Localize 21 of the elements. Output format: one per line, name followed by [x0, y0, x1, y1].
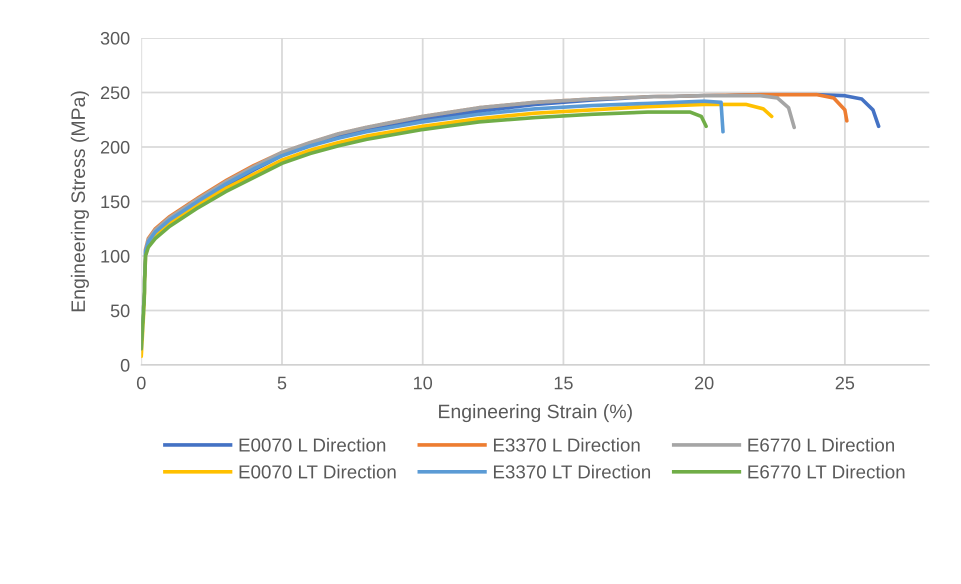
- x-axis-title: Engineering Strain (%): [439, 404, 632, 422]
- legend-label: E0070 L Direction: [240, 438, 386, 452]
- x-tick-label: 10: [414, 376, 432, 390]
- legend-label: E6770 L Direction: [748, 438, 894, 452]
- x-tick-label: 25: [836, 376, 854, 390]
- y-tick-label: 300: [100, 32, 130, 45]
- y-tick-label: 0: [120, 358, 130, 372]
- y-tick-label: 150: [101, 195, 130, 208]
- y-tick-label: 50: [110, 304, 130, 318]
- legend-label: E3370 LT Direction: [494, 464, 650, 479]
- x-tick-label: 20: [695, 376, 714, 390]
- y-tick-label: 200: [100, 140, 130, 154]
- y-tick-label: 250: [100, 86, 130, 100]
- y-tick-label: 100: [101, 250, 130, 263]
- x-tick-label: 5: [278, 376, 286, 390]
- x-tick-label: 15: [554, 376, 573, 390]
- x-tick-label: 0: [136, 376, 146, 390]
- legend-label: E6770 LT Direction: [748, 464, 904, 479]
- legend-label: E0070 LT Direction: [240, 464, 396, 479]
- y-axis-title: Engineering Stress (MPa): [70, 91, 89, 312]
- legend-label: E3370 L Direction: [494, 438, 640, 452]
